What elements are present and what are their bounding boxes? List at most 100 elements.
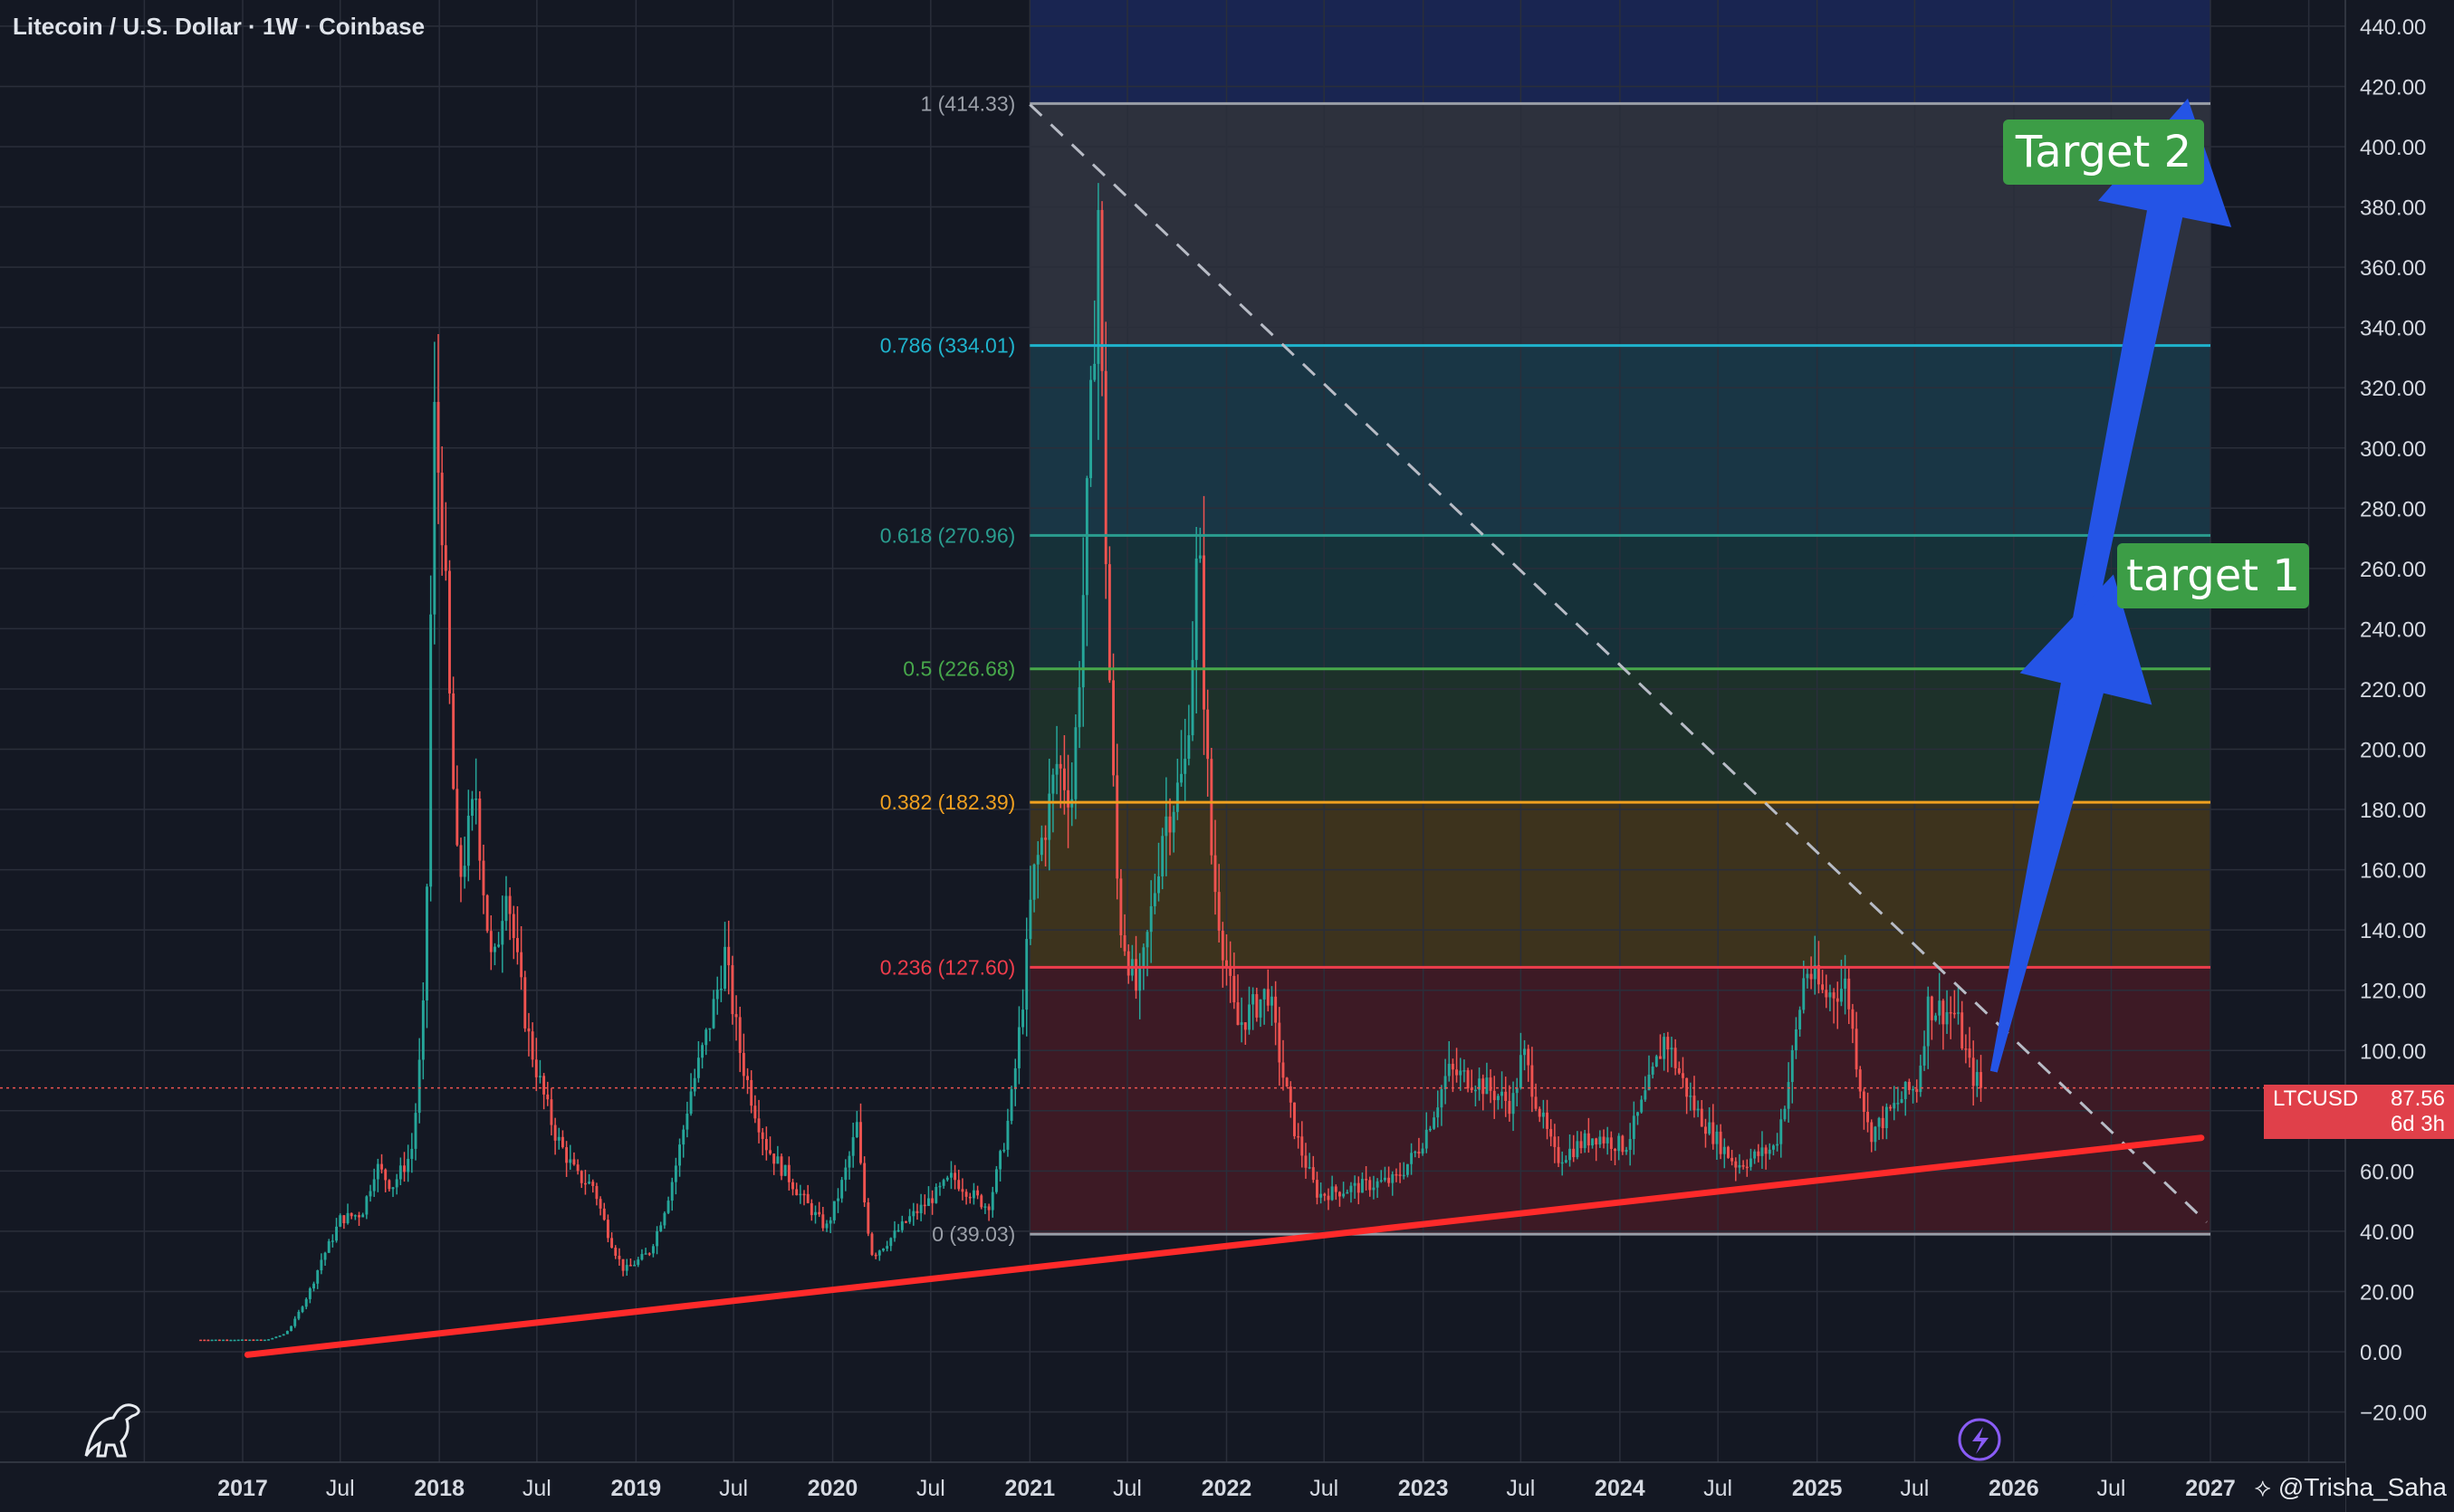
candle-body[interactable] (1391, 1173, 1395, 1183)
candle-body[interactable] (1583, 1133, 1586, 1149)
candle-body[interactable] (1915, 1088, 1919, 1093)
candle-body[interactable] (647, 1253, 651, 1255)
candle-body[interactable] (1356, 1182, 1360, 1193)
candle-body[interactable] (1278, 1022, 1281, 1063)
candle-body[interactable] (1893, 1103, 1896, 1109)
candle-body[interactable] (1478, 1078, 1481, 1090)
candle-body[interactable] (678, 1144, 682, 1166)
candle-body[interactable] (1410, 1153, 1414, 1164)
candle-body[interactable] (1051, 774, 1055, 794)
candle-body[interactable] (1598, 1136, 1602, 1145)
candle-body[interactable] (701, 1045, 705, 1058)
candle-body[interactable] (1738, 1164, 1741, 1168)
candle-body[interactable] (1100, 209, 1104, 371)
candle-body[interactable] (912, 1211, 915, 1217)
candle-body[interactable] (954, 1172, 957, 1181)
candle-body[interactable] (504, 895, 508, 922)
candle-body[interactable] (886, 1246, 889, 1249)
candle-body[interactable] (384, 1169, 388, 1181)
candle-body[interactable] (1259, 999, 1262, 1018)
candle-body[interactable] (908, 1216, 912, 1222)
candle-body[interactable] (1062, 768, 1066, 790)
candle-body[interactable] (1753, 1151, 1757, 1159)
candle-body[interactable] (1802, 978, 1806, 1010)
candle-body[interactable] (1281, 1062, 1285, 1078)
candle-body[interactable] (1704, 1126, 1707, 1134)
candle-body[interactable] (1500, 1091, 1504, 1096)
candle-body[interactable] (421, 1000, 425, 1060)
candle-body[interactable] (637, 1259, 640, 1266)
candle-body[interactable] (1595, 1138, 1598, 1145)
candle-body[interactable] (1617, 1135, 1621, 1152)
candle-body[interactable] (1930, 996, 1933, 1020)
candle-body[interactable] (1436, 1107, 1440, 1118)
candle-body[interactable] (520, 952, 523, 978)
candle-body[interactable] (696, 1057, 700, 1078)
candle-body[interactable] (651, 1246, 655, 1254)
candle-body[interactable] (1346, 1191, 1349, 1194)
candle-body[interactable] (274, 1336, 278, 1338)
candle-body[interactable] (840, 1180, 844, 1199)
candle-body[interactable] (689, 1091, 693, 1114)
candle-body[interactable] (1663, 1037, 1666, 1059)
candle-body[interactable] (1975, 1072, 1979, 1086)
candle-body[interactable] (1353, 1182, 1356, 1186)
candle-body[interactable] (1851, 1009, 1855, 1029)
candle-body[interactable] (282, 1334, 285, 1336)
candle-body[interactable] (877, 1250, 881, 1256)
candle-body[interactable] (1360, 1179, 1364, 1193)
candle-body[interactable] (1376, 1181, 1379, 1188)
candle-body[interactable] (972, 1190, 975, 1199)
candle-body[interactable] (1903, 1081, 1907, 1099)
candle-body[interactable] (327, 1240, 331, 1253)
candle-body[interactable] (542, 1076, 546, 1095)
candle-body[interactable] (851, 1137, 855, 1156)
candle-body[interactable] (1447, 1063, 1451, 1077)
candle-body[interactable] (705, 1029, 708, 1046)
candle-body[interactable] (810, 1202, 813, 1216)
candle-body[interactable] (1229, 967, 1232, 976)
candle-body[interactable] (1210, 759, 1213, 856)
candle-body[interactable] (1485, 1077, 1489, 1095)
candle-body[interactable] (1165, 816, 1168, 837)
candle-body[interactable] (1557, 1146, 1560, 1163)
candle-body[interactable] (893, 1230, 896, 1239)
candle-body[interactable] (1379, 1180, 1383, 1182)
candle-body[interactable] (806, 1193, 810, 1203)
candle-body[interactable] (210, 1339, 214, 1342)
candle-body[interactable] (1293, 1102, 1296, 1136)
candle-body[interactable] (882, 1249, 885, 1251)
candle-body[interactable] (407, 1158, 410, 1172)
dinosaur-icon[interactable] (84, 1403, 140, 1458)
candle-body[interactable] (1523, 1048, 1527, 1056)
candle-body[interactable] (1730, 1157, 1734, 1162)
candle-body[interactable] (1175, 782, 1179, 812)
candle-body[interactable] (1809, 973, 1813, 980)
candle-body[interactable] (1776, 1144, 1779, 1146)
candle-body[interactable] (1466, 1070, 1470, 1089)
candle-body[interactable] (949, 1172, 953, 1178)
candle-body[interactable] (938, 1185, 942, 1188)
candle-body[interactable] (621, 1258, 625, 1271)
candle-body[interactable] (398, 1165, 402, 1180)
candle-body[interactable] (787, 1164, 791, 1182)
candle-body[interactable] (599, 1199, 602, 1209)
candle-body[interactable] (1568, 1148, 1571, 1161)
candle-body[interactable] (365, 1196, 369, 1215)
candle-body[interactable] (844, 1167, 848, 1181)
candle-body[interactable] (1628, 1139, 1632, 1151)
lightning-icon[interactable] (1958, 1418, 2001, 1461)
candle-body[interactable] (614, 1248, 618, 1256)
candle-body[interactable] (1926, 996, 1930, 1047)
candle-body[interactable] (342, 1215, 346, 1224)
candle-body[interactable] (485, 895, 489, 932)
candle-body[interactable] (1825, 990, 1828, 998)
candle-body[interactable] (1768, 1149, 1771, 1154)
candle-body[interactable] (750, 1079, 753, 1106)
candle-body[interactable] (1764, 1147, 1768, 1154)
candle-body[interactable] (248, 1339, 252, 1342)
candle-body[interactable] (1934, 1015, 1937, 1020)
candle-body[interactable] (494, 946, 496, 952)
candle-body[interactable] (1194, 558, 1198, 660)
candle-body[interactable] (708, 1028, 712, 1030)
